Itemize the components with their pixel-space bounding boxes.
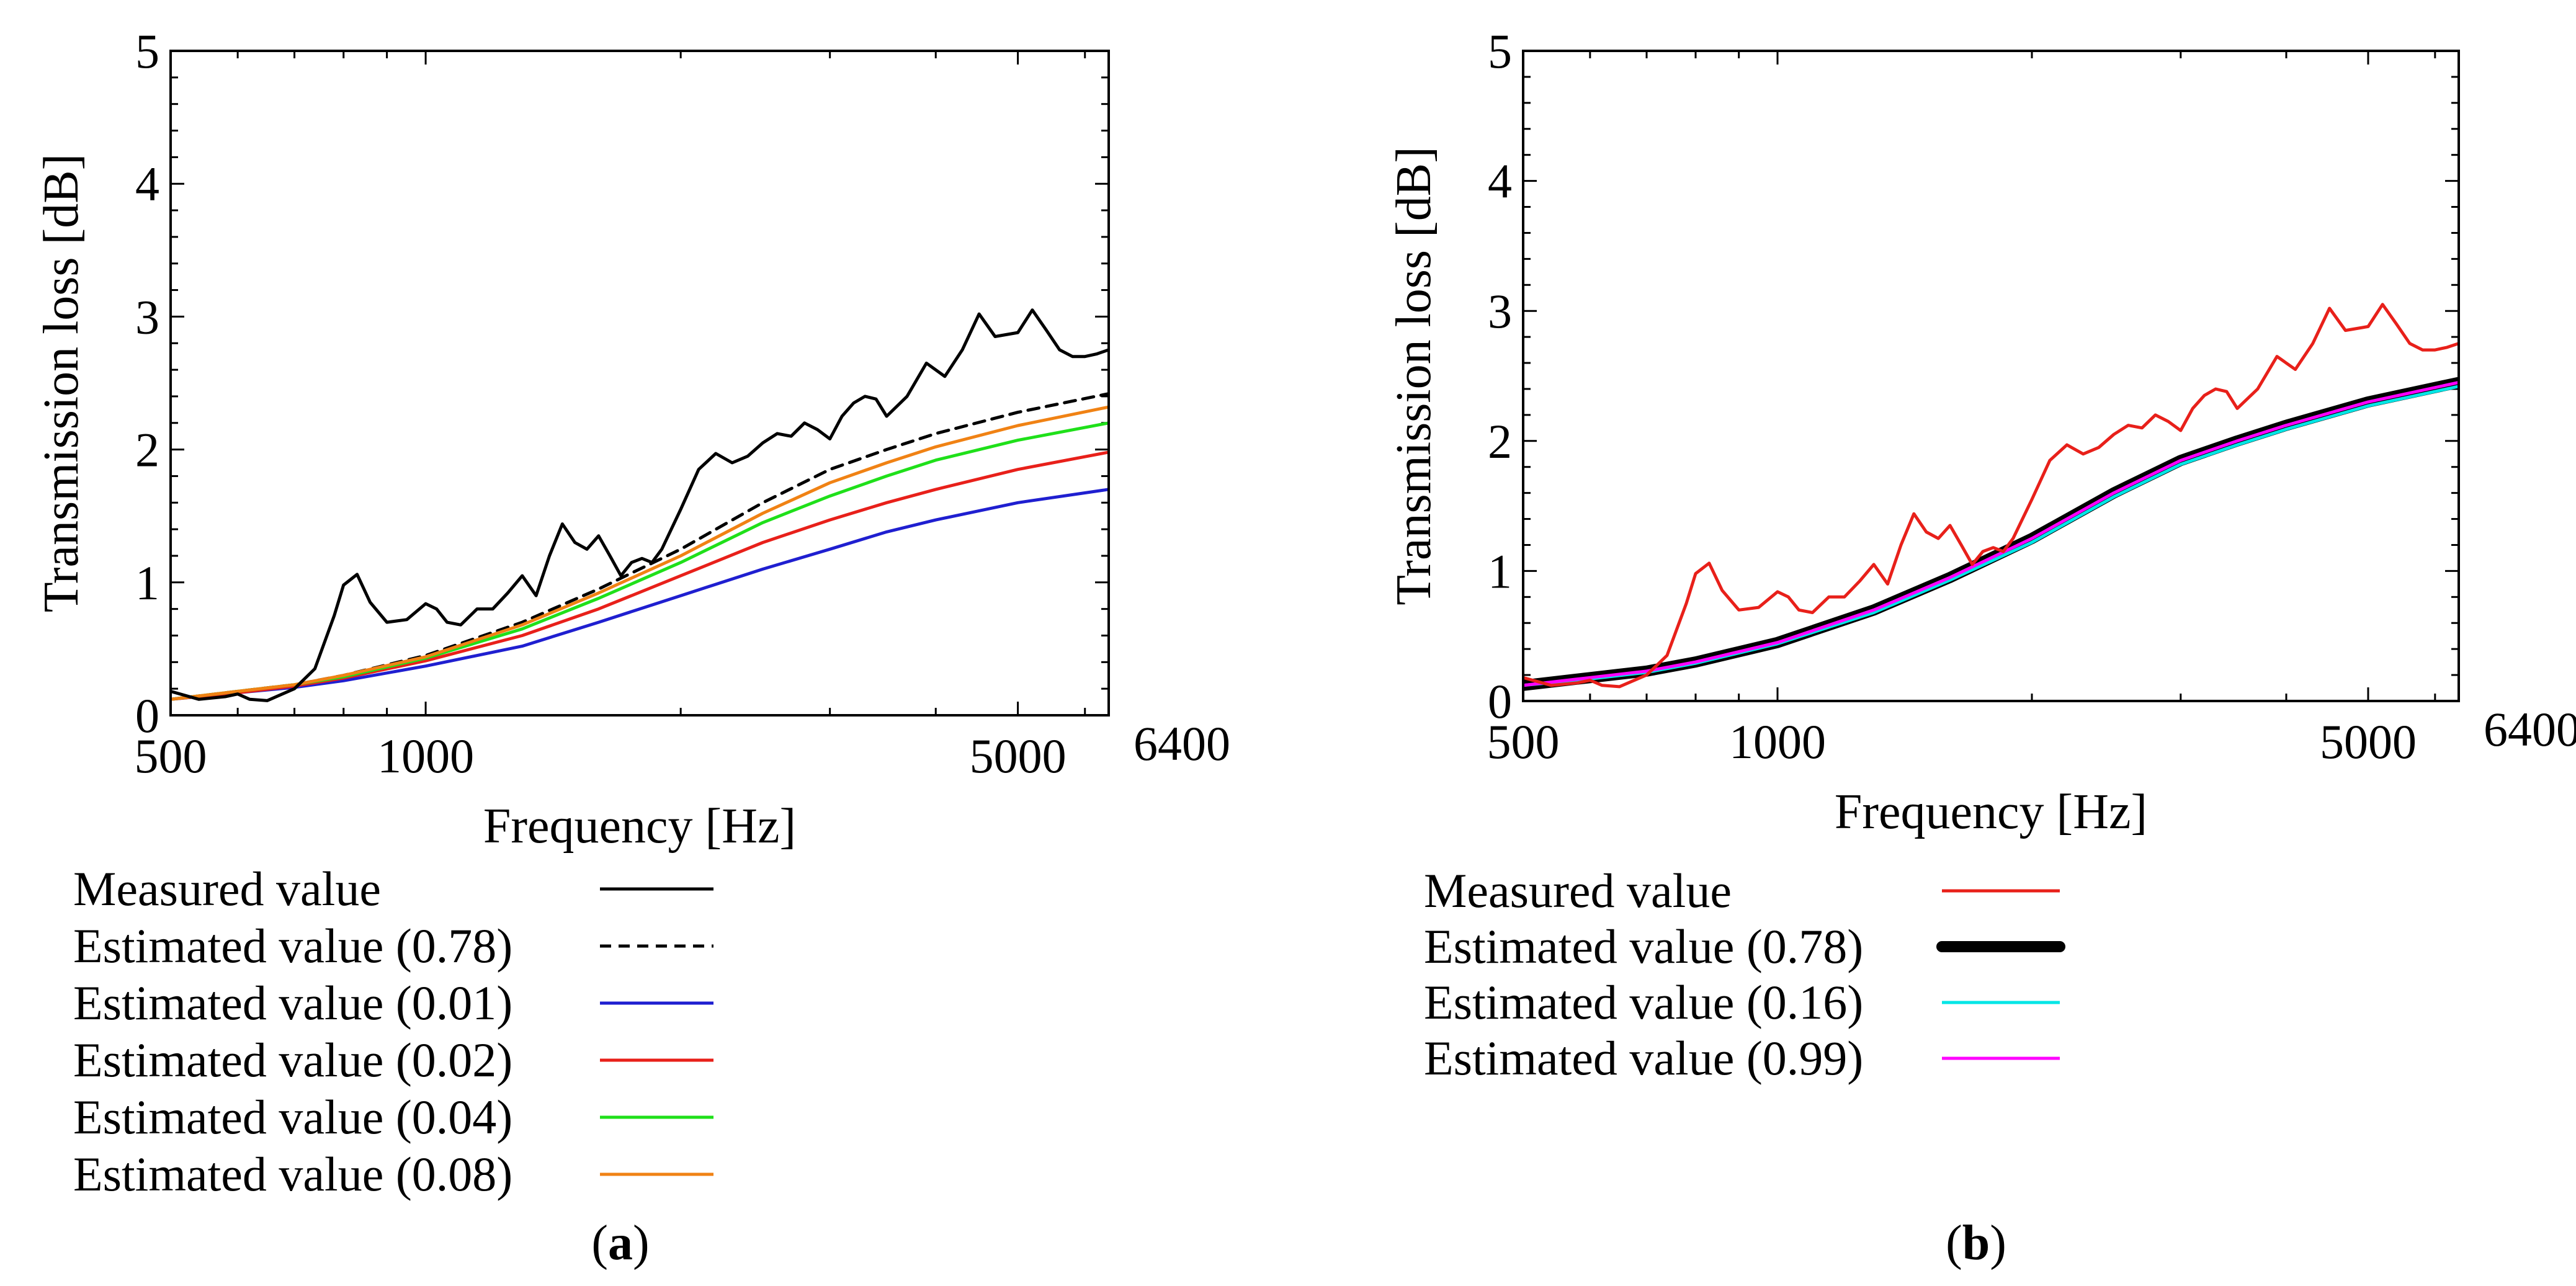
y-tick-label: 5 bbox=[135, 24, 159, 78]
x-tick-label: 5000 bbox=[2320, 715, 2417, 769]
y-tick-label: 4 bbox=[1488, 154, 1512, 208]
panel-a: 0 1 2 3 4 5 500 1000 5000 6400 Frequency [Hz] Trans… bbox=[34, 24, 1230, 1270]
x-tick-label: 1000 bbox=[377, 729, 474, 783]
series-line-estimated-value-0-16- bbox=[1523, 385, 2459, 687]
x-axis-title: Frequency [Hz] bbox=[1835, 785, 2147, 839]
plot-frame bbox=[169, 50, 1110, 717]
legend-label: Estimated value (0.78) bbox=[73, 919, 512, 973]
series-line-estimated-value-0-04- bbox=[171, 421, 1109, 701]
y-axis-title: Transmission loss [dB] bbox=[1387, 146, 1441, 605]
y-tick-label: 3 bbox=[135, 290, 159, 344]
y-tick-label: 4 bbox=[135, 157, 159, 211]
x-tick-label: 6400 bbox=[2484, 702, 2576, 756]
panel-b: 0 1 2 3 4 5 500 1000 5000 6400 Frequency [Hz] Trans… bbox=[1387, 24, 2576, 1270]
legend-label: Estimated value (0.78) bbox=[1424, 919, 1863, 973]
series-line-estimated-value-0-99- bbox=[1523, 381, 2459, 687]
series-line-measured-value bbox=[171, 308, 1109, 702]
y-tick-label: 0 bbox=[135, 689, 159, 743]
series-group bbox=[1523, 303, 2459, 691]
series-line-estimated-value-0-08- bbox=[171, 405, 1109, 701]
series-line-estimated-value-0-78- bbox=[1523, 377, 2459, 691]
y-tick-label: 1 bbox=[1488, 544, 1512, 598]
legend-label: Estimated value (0.08) bbox=[73, 1147, 512, 1201]
y-tick-label: 2 bbox=[1488, 414, 1512, 468]
series-group bbox=[171, 308, 1109, 702]
x-tick-label: 5000 bbox=[970, 729, 1067, 783]
y-tick-label: 1 bbox=[135, 556, 159, 610]
y-tick-label: 5 bbox=[1488, 24, 1512, 78]
legend-label: Estimated value (0.02) bbox=[73, 1033, 512, 1087]
y-tick-label: 0 bbox=[1488, 674, 1512, 728]
legend-label: Estimated value (0.01) bbox=[73, 976, 512, 1030]
series-line-estimated-value-0-01- bbox=[171, 488, 1109, 701]
x-axis-title: Frequency [Hz] bbox=[483, 799, 796, 854]
panel-caption: (a) bbox=[591, 1216, 649, 1270]
y-axis-title: Transmission loss [dB] bbox=[34, 154, 89, 612]
panel-caption: (b) bbox=[1946, 1216, 2006, 1270]
plot-frame bbox=[1522, 50, 2460, 702]
y-tick-label: 2 bbox=[135, 423, 159, 477]
legend-label: Measured value bbox=[1424, 864, 1732, 918]
x-tick-label: 1000 bbox=[1729, 715, 1826, 769]
legend-label: Measured value bbox=[73, 862, 381, 916]
x-tick-label: 6400 bbox=[1134, 717, 1230, 770]
series-line-measured-value bbox=[1523, 303, 2459, 689]
legend-label: Estimated value (0.99) bbox=[1424, 1031, 1863, 1085]
y-tick-label: 3 bbox=[1488, 284, 1512, 338]
x-tick-label: 500 bbox=[1487, 715, 1560, 769]
x-tick-label: 500 bbox=[135, 729, 207, 783]
legend-label: Estimated value (0.16) bbox=[1424, 975, 1863, 1029]
legend-label: Estimated value (0.04) bbox=[73, 1090, 512, 1144]
